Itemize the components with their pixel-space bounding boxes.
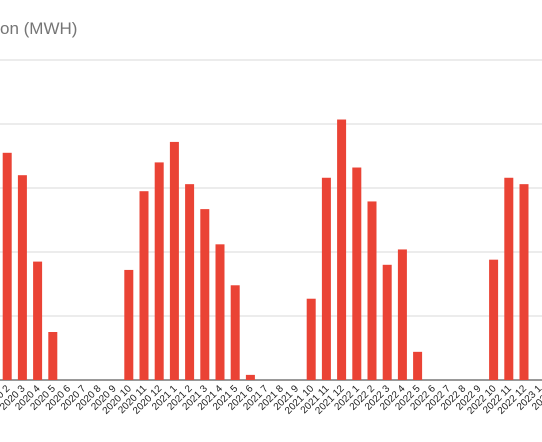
bar-2021-1 [169,141,179,380]
bar-2020-5 [48,332,58,380]
bar-2020-3 [17,175,27,380]
bar-2022-10 [489,259,499,380]
bar-2021-10 [306,298,316,380]
bar-2021-2 [185,184,195,380]
bar-2022-5 [413,351,423,380]
x-tick-label: 2023 2 [530,383,542,413]
bar-2021-12 [337,119,347,381]
bar-2021-11 [321,177,331,380]
bar-2021-4 [215,244,225,380]
bar-2022-12 [519,184,529,380]
bar-2020-4 [33,261,43,380]
bar-2021-3 [200,209,210,380]
bar-2022-4 [397,249,407,380]
bars [2,119,529,381]
bar-2022-3 [382,264,392,380]
bar-2020-2 [2,152,12,380]
bar-2021-6 [245,374,255,380]
bar-2022-11 [504,177,514,380]
bar-2020-10 [124,269,134,380]
bar-2022-1 [352,167,362,380]
bar-2021-5 [230,285,240,380]
chart-title: on (MWH) [0,19,78,38]
bar-2022-2 [367,201,377,380]
gridlines [0,59,542,381]
bar-2020-12 [154,162,164,380]
bar-2020-11 [139,191,149,380]
